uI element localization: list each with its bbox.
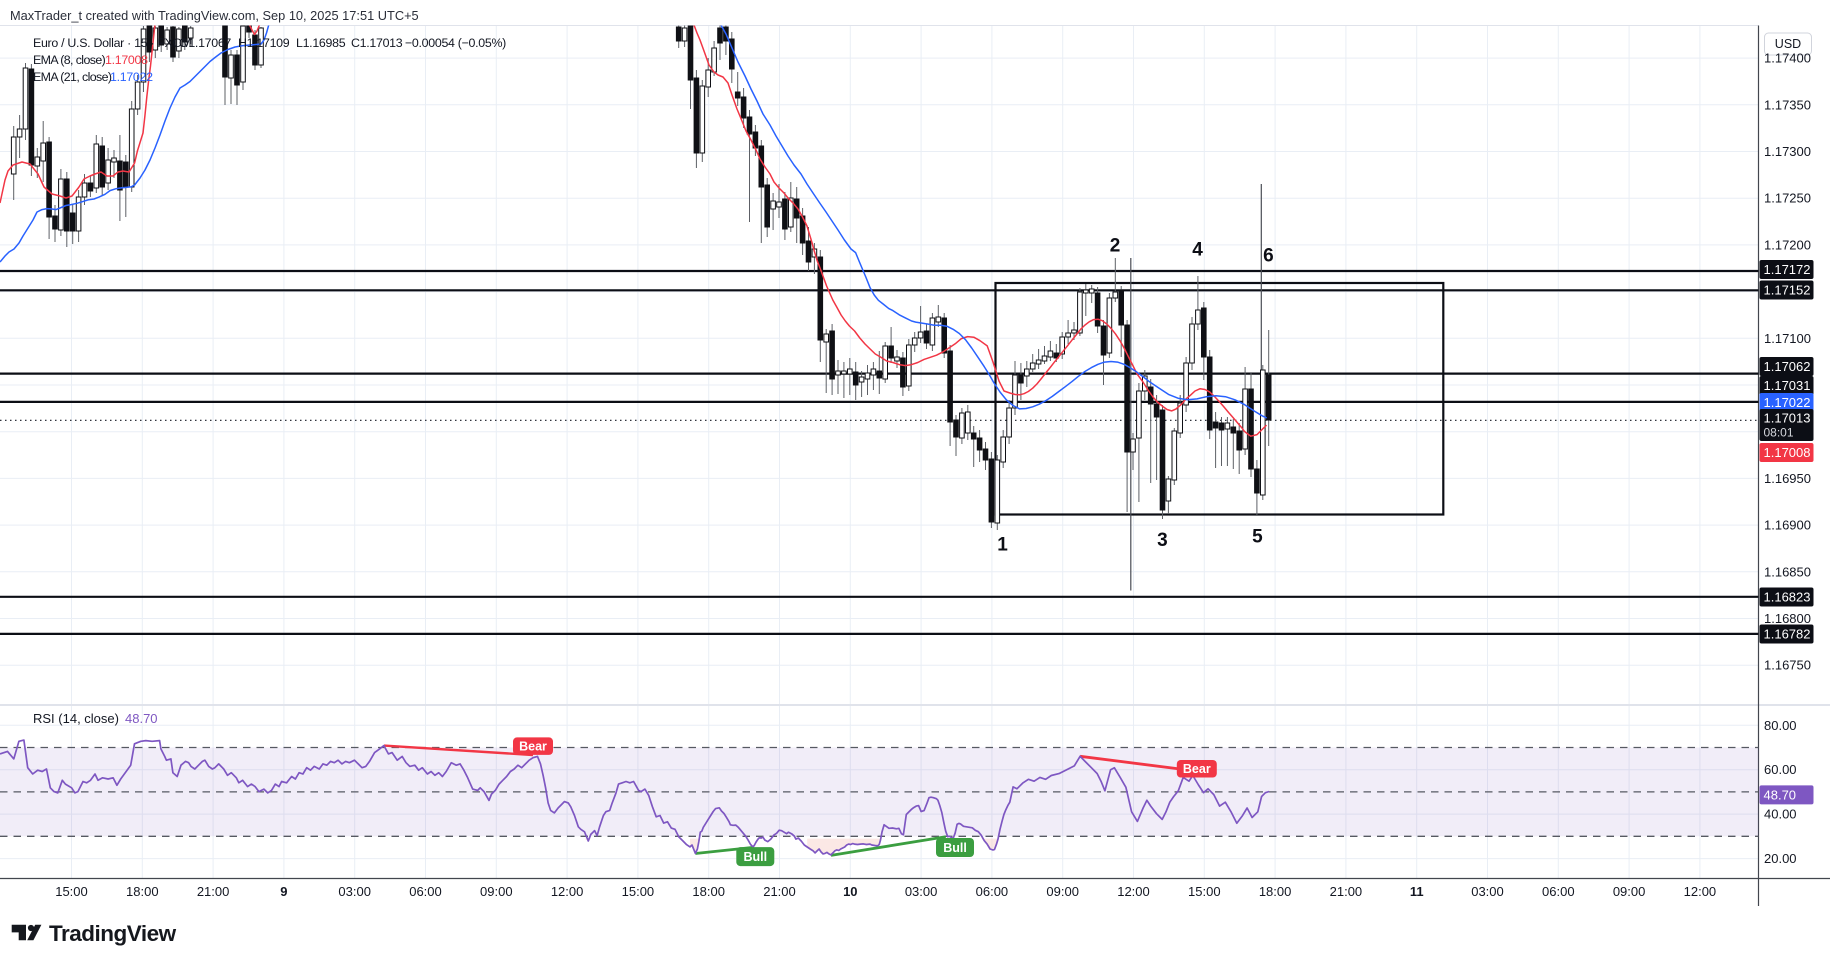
svg-text:12:00: 12:00 (1117, 884, 1150, 899)
svg-text:1.17062: 1.17062 (1764, 359, 1811, 374)
svg-text:1.17100: 1.17100 (1764, 331, 1811, 346)
svg-text:06:00: 06:00 (1542, 884, 1575, 899)
svg-text:20.00: 20.00 (1764, 851, 1797, 866)
svg-text:MaxTrader_t created with Tradi: MaxTrader_t created with TradingView.com… (10, 8, 419, 23)
svg-text:1.16800: 1.16800 (1764, 611, 1811, 626)
svg-text:O1.17067: O1.17067 (179, 36, 231, 50)
svg-text:1.17031: 1.17031 (1764, 378, 1811, 393)
svg-text:6: 6 (1263, 246, 1274, 267)
svg-text:15:00: 15:00 (55, 884, 88, 899)
svg-text:1.17400: 1.17400 (1764, 51, 1811, 66)
svg-text:C1.17013: C1.17013 (351, 36, 403, 50)
svg-text:80.00: 80.00 (1764, 718, 1797, 733)
svg-text:21:00: 21:00 (763, 884, 796, 899)
svg-text:48.70: 48.70 (125, 711, 158, 726)
svg-text:11: 11 (1410, 884, 1424, 899)
svg-text:03:00: 03:00 (338, 884, 371, 899)
svg-text:Bull: Bull (943, 841, 967, 855)
svg-text:1.16823: 1.16823 (1764, 590, 1811, 605)
svg-text:18:00: 18:00 (126, 884, 159, 899)
svg-text:−0.00054 (−0.05%): −0.00054 (−0.05%) (405, 36, 506, 50)
svg-text:EMA (21, close): EMA (21, close) (33, 70, 112, 84)
svg-text:1.17350: 1.17350 (1764, 97, 1811, 112)
svg-text:L1.16985: L1.16985 (296, 36, 346, 50)
svg-text:1.17008: 1.17008 (1764, 445, 1811, 460)
svg-text:EMA (8, close): EMA (8, close) (33, 53, 106, 67)
svg-text:06:00: 06:00 (976, 884, 1009, 899)
svg-text:15:00: 15:00 (622, 884, 655, 899)
svg-text:1.17022: 1.17022 (110, 70, 153, 84)
svg-text:1.17013: 1.17013 (1764, 411, 1811, 426)
svg-text:12:00: 12:00 (1684, 884, 1717, 899)
svg-text:RSI (14, close): RSI (14, close) (33, 711, 119, 726)
svg-text:2: 2 (1110, 236, 1121, 257)
svg-text:21:00: 21:00 (197, 884, 230, 899)
svg-text:10: 10 (843, 884, 857, 899)
svg-text:1.16782: 1.16782 (1764, 627, 1811, 642)
svg-text:Bear: Bear (1183, 762, 1211, 776)
svg-text:03:00: 03:00 (905, 884, 938, 899)
svg-text:09:00: 09:00 (480, 884, 513, 899)
svg-text:Bear: Bear (519, 739, 547, 753)
svg-text:21:00: 21:00 (1330, 884, 1363, 899)
svg-text:18:00: 18:00 (1259, 884, 1292, 899)
svg-text:06:00: 06:00 (409, 884, 442, 899)
svg-text:TradingView: TradingView (49, 921, 177, 946)
svg-text:1: 1 (997, 535, 1008, 556)
svg-text:1.16850: 1.16850 (1764, 564, 1811, 579)
svg-text:9: 9 (280, 884, 287, 899)
svg-text:1.17172: 1.17172 (1764, 262, 1811, 277)
svg-text:1.17152: 1.17152 (1764, 283, 1811, 298)
svg-text:USD: USD (1775, 37, 1801, 51)
svg-text:1.17022: 1.17022 (1764, 395, 1811, 410)
svg-text:12:00: 12:00 (551, 884, 584, 899)
svg-text:3: 3 (1157, 530, 1168, 551)
svg-text:4: 4 (1192, 239, 1203, 260)
svg-text:1.17250: 1.17250 (1764, 191, 1811, 206)
svg-text:48.70: 48.70 (1764, 787, 1797, 802)
svg-text:Bull: Bull (743, 850, 767, 864)
svg-text:1.17008: 1.17008 (105, 53, 148, 67)
svg-text:09:00: 09:00 (1046, 884, 1079, 899)
svg-text:5: 5 (1252, 527, 1263, 548)
svg-text:03:00: 03:00 (1471, 884, 1504, 899)
svg-text:40.00: 40.00 (1764, 807, 1797, 822)
svg-text:1.17300: 1.17300 (1764, 144, 1811, 159)
svg-text:Euro / U.S. Dollar · 15 · FXCM: Euro / U.S. Dollar · 15 · FXCM (33, 36, 191, 50)
svg-text:1.16750: 1.16750 (1764, 658, 1811, 673)
svg-text:15:00: 15:00 (1188, 884, 1221, 899)
svg-text:1.16900: 1.16900 (1764, 518, 1811, 533)
svg-text:18:00: 18:00 (692, 884, 725, 899)
svg-text:08:01: 08:01 (1764, 426, 1794, 440)
svg-text:H1.17109: H1.17109 (238, 36, 290, 50)
svg-text:60.00: 60.00 (1764, 762, 1797, 777)
svg-text:09:00: 09:00 (1613, 884, 1646, 899)
svg-text:1.16950: 1.16950 (1764, 471, 1811, 486)
svg-text:1.17200: 1.17200 (1764, 237, 1811, 252)
